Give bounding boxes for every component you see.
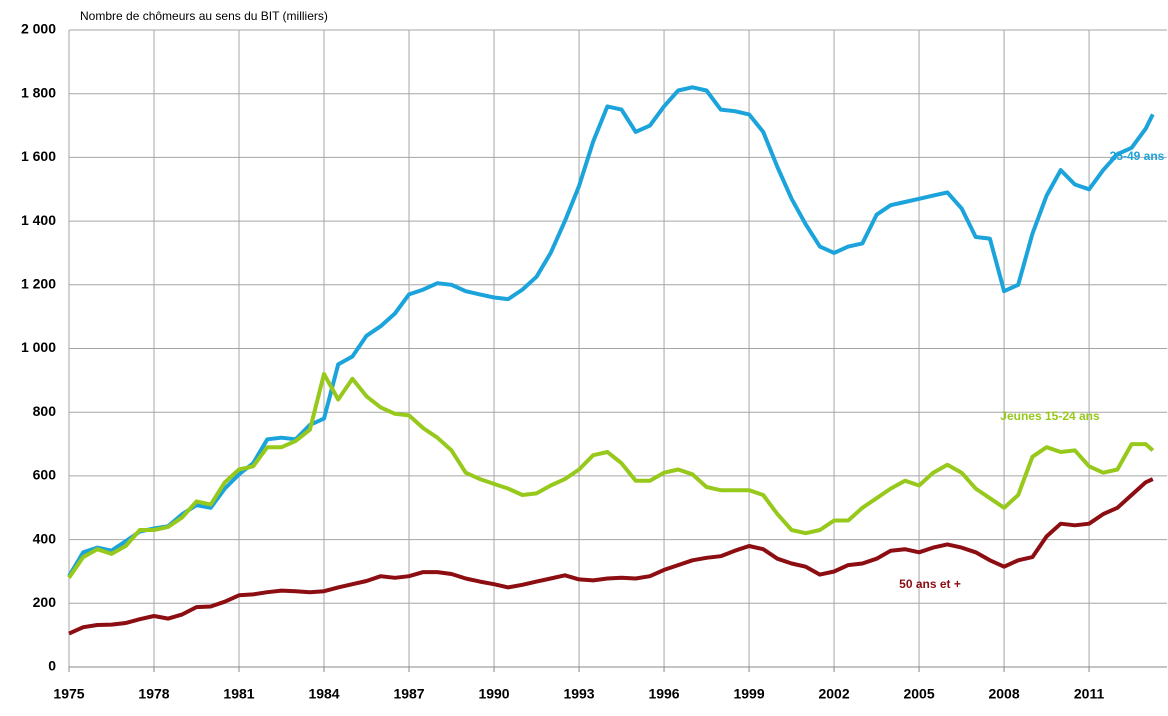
y-tick-label: 200 — [33, 594, 57, 610]
y-tick-label: 600 — [33, 467, 57, 483]
y-tick-label: 1 400 — [21, 212, 56, 228]
x-tick-label: 1984 — [308, 686, 339, 702]
y-tick-label: 1 200 — [21, 276, 56, 292]
series-line — [68, 477, 1154, 636]
x-tick-label: 2005 — [903, 686, 934, 702]
series-label: Jeunes 15-24 ans — [1000, 409, 1100, 423]
y-tick-label: 2 000 — [21, 21, 56, 37]
x-tick-label: 1993 — [563, 686, 594, 702]
series-line — [67, 372, 1155, 579]
x-tick-label: 2002 — [818, 686, 849, 702]
chart-title: Nombre de chômeurs au sens du BIT (milli… — [80, 9, 328, 23]
y-tick-label: 0 — [48, 658, 56, 674]
x-tick-label: 1990 — [478, 686, 509, 702]
y-tick-label: 1 800 — [21, 84, 56, 100]
y-tick-label: 1 600 — [21, 148, 56, 164]
x-tick-label: 2008 — [988, 686, 1019, 702]
x-tick-label: 2011 — [1074, 686, 1105, 702]
x-tick-label: 1978 — [138, 686, 169, 702]
y-tick-label: 1 000 — [21, 339, 56, 355]
x-tick-label: 1975 — [53, 686, 84, 702]
y-tick-label: 800 — [33, 403, 57, 419]
x-tick-label: 1987 — [393, 686, 424, 702]
y-tick-label: 400 — [33, 530, 57, 546]
series-label: 50 ans et + — [899, 577, 961, 591]
x-tick-label: 1996 — [648, 686, 679, 702]
series-label: 25-49 ans — [1110, 149, 1165, 163]
x-tick-label: 1981 — [223, 686, 254, 702]
x-tick-label: 1999 — [733, 686, 764, 702]
